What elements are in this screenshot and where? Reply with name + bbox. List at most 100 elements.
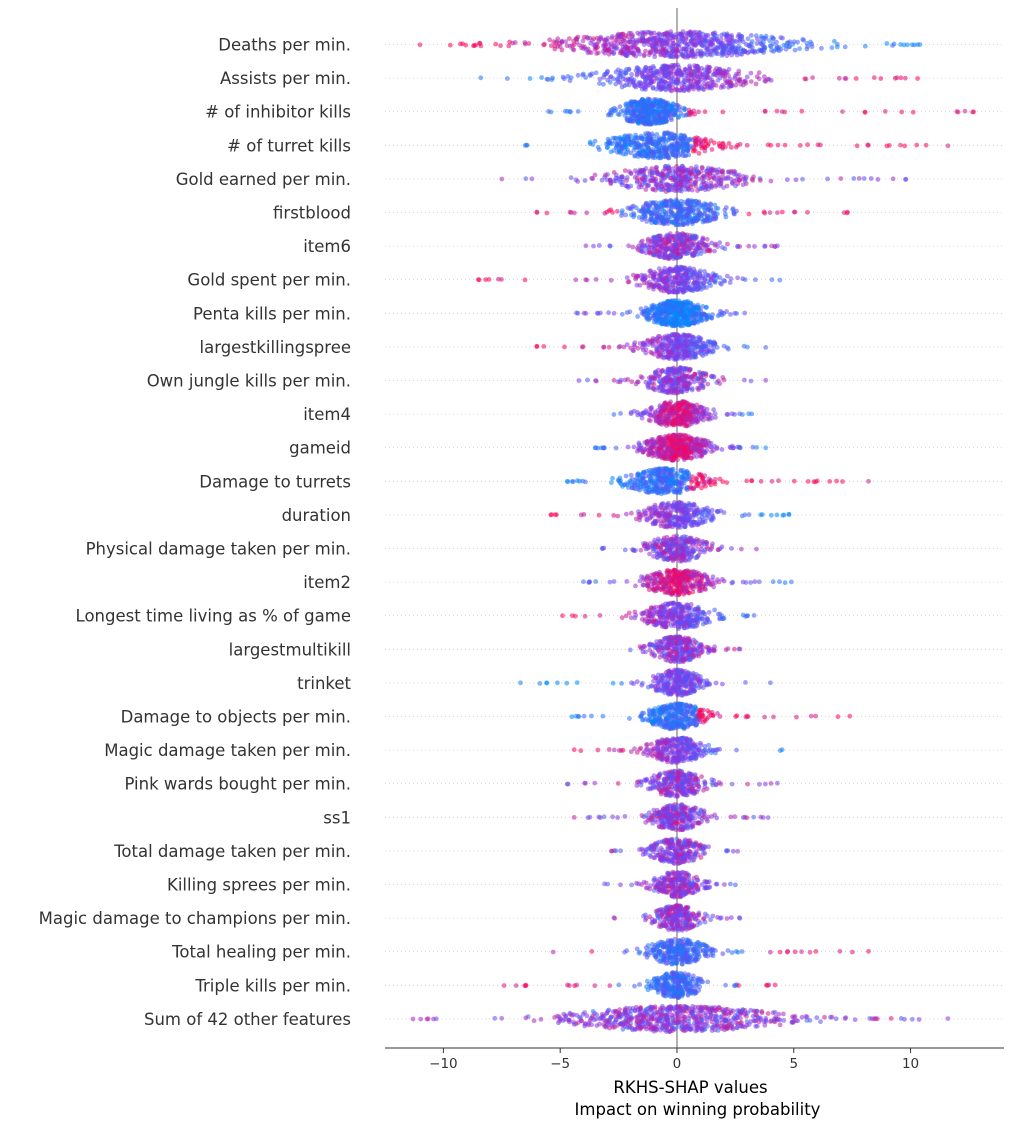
data-point — [643, 48, 648, 54]
data-point — [878, 76, 884, 81]
data-point — [649, 79, 655, 84]
data-point — [759, 34, 764, 39]
data-point — [898, 142, 903, 148]
data-point — [636, 184, 642, 190]
data-point — [588, 50, 594, 56]
data-point — [629, 379, 635, 385]
data-point — [768, 78, 774, 83]
data-point — [678, 272, 684, 278]
data-point — [671, 415, 677, 421]
data-point — [630, 348, 636, 353]
data-point — [735, 275, 740, 281]
data-point — [711, 210, 717, 216]
data-point — [652, 54, 658, 60]
beeswarm-points — [410, 29, 976, 1035]
data-point — [736, 71, 741, 77]
data-point — [522, 277, 528, 283]
data-point — [688, 321, 693, 327]
data-point — [478, 75, 484, 81]
data-point — [713, 182, 719, 188]
data-point — [736, 172, 742, 178]
data-point — [868, 176, 874, 181]
data-point — [667, 305, 673, 311]
data-point — [923, 142, 929, 148]
data-point — [699, 165, 705, 170]
data-point — [614, 208, 620, 214]
data-point — [596, 243, 602, 248]
data-point — [636, 108, 641, 114]
data-point — [692, 417, 698, 423]
data-point — [749, 39, 755, 44]
data-point — [753, 33, 759, 39]
data-point — [684, 112, 690, 118]
data-point — [754, 74, 760, 80]
data-point — [651, 65, 657, 71]
data-point — [662, 166, 668, 172]
data-point — [593, 378, 598, 383]
data-point — [636, 208, 642, 214]
data-point — [647, 410, 653, 415]
data-point — [595, 44, 600, 50]
data-point — [561, 76, 567, 82]
data-point — [681, 245, 686, 251]
data-point — [684, 142, 689, 148]
data-point — [562, 108, 568, 114]
data-point — [783, 43, 789, 49]
data-point — [567, 109, 573, 115]
data-point — [685, 299, 691, 304]
data-point — [672, 289, 677, 295]
data-point — [568, 175, 574, 181]
data-point — [504, 76, 510, 81]
data-point — [580, 344, 586, 349]
data-point — [677, 312, 682, 318]
data-point — [594, 35, 600, 41]
data-point — [763, 33, 769, 39]
data-point — [767, 38, 773, 44]
data-point — [636, 38, 642, 44]
data-point — [705, 75, 710, 81]
data-point — [681, 88, 687, 93]
data-point — [782, 142, 788, 148]
data-point — [649, 112, 655, 118]
data-point — [767, 43, 773, 49]
data-point — [573, 277, 579, 283]
data-point — [606, 344, 612, 350]
data-point — [657, 137, 663, 143]
data-point — [601, 344, 607, 350]
data-point — [910, 109, 916, 115]
data-point — [522, 143, 528, 148]
data-point — [601, 74, 606, 80]
data-point — [675, 87, 680, 93]
data-point — [843, 76, 849, 81]
data-point — [658, 75, 663, 81]
data-point — [664, 337, 670, 343]
data-point — [668, 78, 674, 84]
data-point — [737, 39, 742, 44]
data-point — [671, 306, 677, 312]
data-point — [628, 171, 634, 177]
data-point — [674, 43, 679, 48]
data-point — [673, 216, 679, 222]
data-point — [673, 169, 678, 175]
data-point — [825, 176, 830, 182]
data-point — [945, 143, 951, 149]
data-point — [581, 310, 587, 316]
data-point — [649, 350, 655, 356]
data-point — [660, 47, 666, 52]
data-point — [853, 76, 859, 81]
data-point — [693, 179, 698, 185]
data-point — [663, 50, 669, 55]
data-point — [652, 269, 657, 275]
data-point — [665, 187, 671, 193]
data-point — [693, 212, 698, 218]
data-point — [591, 42, 597, 48]
data-point — [752, 244, 757, 249]
data-point — [596, 147, 602, 153]
data-point — [754, 41, 760, 46]
data-point — [647, 172, 653, 177]
data-point — [804, 41, 810, 46]
data-point — [631, 40, 637, 45]
data-point — [748, 79, 754, 84]
data-point — [866, 142, 871, 148]
